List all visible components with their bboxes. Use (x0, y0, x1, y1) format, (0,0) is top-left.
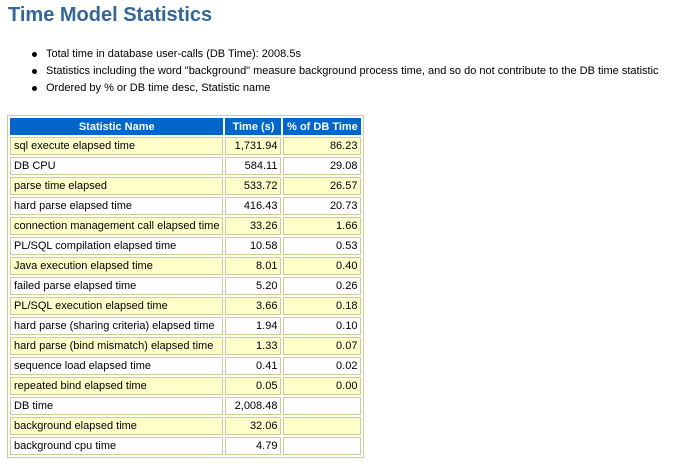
statistic-name-cell: PL/SQL execution elapsed time (10, 297, 224, 315)
table-row: PL/SQL compilation elapsed time 10.58 0.… (10, 237, 362, 255)
statistic-name-cell: connection management call elapsed time (10, 217, 224, 235)
table-row: hard parse elapsed time 416.43 20.73 (10, 197, 362, 215)
pct-db-time-cell: 0.18 (283, 297, 362, 315)
pct-db-time-cell: 26.57 (283, 177, 362, 195)
table-header-row: Statistic Name Time (s) % of DB Time (10, 118, 362, 135)
table-row: Java execution elapsed time 8.01 0.40 (10, 257, 362, 275)
pct-db-time-cell: 20.73 (283, 197, 362, 215)
statistic-name-cell: hard parse elapsed time (10, 197, 224, 215)
table-row: background cpu time 4.79 (10, 437, 362, 455)
time-model-table: Statistic Name Time (s) % of DB Time sql… (7, 115, 365, 458)
pct-db-time-cell (283, 437, 362, 455)
pct-db-time-cell: 0.53 (283, 237, 362, 255)
table-row: hard parse (bind mismatch) elapsed time … (10, 337, 362, 355)
time-cell: 416.43 (225, 197, 282, 215)
statistic-name-cell: Java execution elapsed time (10, 257, 224, 275)
statistic-name-cell: sql execute elapsed time (10, 137, 224, 155)
time-cell: 1.33 (225, 337, 282, 355)
statistic-name-cell: background elapsed time (10, 417, 224, 435)
page-title: Time Model Statistics (8, 4, 213, 26)
pct-db-time-cell: 1.66 (283, 217, 362, 235)
pct-db-time-cell: 0.07 (283, 337, 362, 355)
notes-list: Total time in database user-calls (DB Ti… (30, 46, 659, 97)
time-cell: 3.66 (225, 297, 282, 315)
note-text: Statistics including the word "backgroun… (46, 65, 659, 77)
statistic-name-cell: background cpu time (10, 437, 224, 455)
table-row: failed parse elapsed time 5.20 0.26 (10, 277, 362, 295)
note-item: Statistics including the word "backgroun… (30, 63, 659, 80)
pct-db-time-cell: 0.26 (283, 277, 362, 295)
time-cell: 4.79 (225, 437, 282, 455)
time-cell: 533.72 (225, 177, 282, 195)
note-text: Ordered by % or DB time desc, Statistic … (46, 82, 271, 94)
note-item: Ordered by % or DB time desc, Statistic … (30, 80, 659, 97)
time-cell: 1,731.94 (225, 137, 282, 155)
table-row: DB time 2,008.48 (10, 397, 362, 415)
bullet-icon (32, 86, 37, 91)
statistic-name-cell: sequence load elapsed time (10, 357, 224, 375)
pct-db-time-cell: 29.08 (283, 157, 362, 175)
statistic-name-cell: hard parse (sharing criteria) elapsed ti… (10, 317, 224, 335)
statistic-name-cell: DB time (10, 397, 224, 415)
time-cell: 2,008.48 (225, 397, 282, 415)
table-row: hard parse (sharing criteria) elapsed ti… (10, 317, 362, 335)
table-row: sql execute elapsed time 1,731.94 86.23 (10, 137, 362, 155)
time-cell: 10.58 (225, 237, 282, 255)
table-row: repeated bind elapsed time 0.05 0.00 (10, 377, 362, 395)
column-header-pct-db-time: % of DB Time (283, 118, 362, 135)
time-cell: 33.26 (225, 217, 282, 235)
statistic-name-cell: PL/SQL compilation elapsed time (10, 237, 224, 255)
column-header-time: Time (s) (225, 118, 282, 135)
time-cell: 0.05 (225, 377, 282, 395)
table-row: connection management call elapsed time … (10, 217, 362, 235)
bullet-icon (32, 69, 37, 74)
table-row: background elapsed time 32.06 (10, 417, 362, 435)
statistic-name-cell: DB CPU (10, 157, 224, 175)
pct-db-time-cell: 0.02 (283, 357, 362, 375)
column-header-statistic-name: Statistic Name (10, 118, 224, 135)
pct-db-time-cell: 0.00 (283, 377, 362, 395)
statistic-name-cell: repeated bind elapsed time (10, 377, 224, 395)
note-item: Total time in database user-calls (DB Ti… (30, 46, 659, 63)
pct-db-time-cell (283, 417, 362, 435)
time-cell: 5.20 (225, 277, 282, 295)
time-cell: 32.06 (225, 417, 282, 435)
pct-db-time-cell: 0.40 (283, 257, 362, 275)
time-cell: 584.11 (225, 157, 282, 175)
statistic-name-cell: failed parse elapsed time (10, 277, 224, 295)
table-row: DB CPU 584.11 29.08 (10, 157, 362, 175)
time-cell: 0.41 (225, 357, 282, 375)
time-cell: 1.94 (225, 317, 282, 335)
note-text: Total time in database user-calls (DB Ti… (46, 48, 301, 60)
pct-db-time-cell (283, 397, 362, 415)
time-cell: 8.01 (225, 257, 282, 275)
table-row: parse time elapsed 533.72 26.57 (10, 177, 362, 195)
bullet-icon (32, 52, 37, 57)
pct-db-time-cell: 86.23 (283, 137, 362, 155)
table-row: sequence load elapsed time 0.41 0.02 (10, 357, 362, 375)
statistic-name-cell: hard parse (bind mismatch) elapsed time (10, 337, 224, 355)
statistic-name-cell: parse time elapsed (10, 177, 224, 195)
table-row: PL/SQL execution elapsed time 3.66 0.18 (10, 297, 362, 315)
pct-db-time-cell: 0.10 (283, 317, 362, 335)
